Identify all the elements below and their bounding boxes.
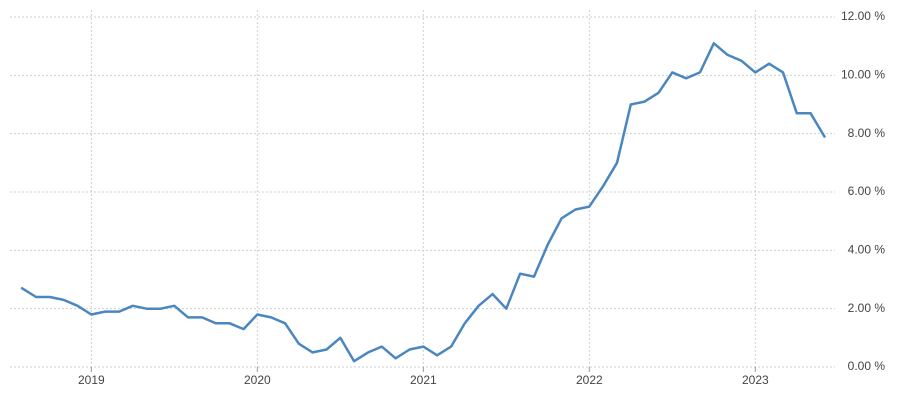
x-tick-label: 2020 bbox=[244, 373, 271, 387]
y-tick-label: 8.00 % bbox=[848, 126, 886, 140]
y-tick-label: 10.00 % bbox=[841, 68, 885, 82]
x-tick-label: 2019 bbox=[78, 373, 105, 387]
y-tick-label: 6.00 % bbox=[848, 184, 886, 198]
x-tick-label: 2023 bbox=[742, 373, 769, 387]
y-tick-label: 12.00 % bbox=[841, 9, 885, 23]
y-tick-label: 0.00 % bbox=[848, 359, 886, 373]
x-tick-label: 2022 bbox=[576, 373, 603, 387]
x-tick-label: 2021 bbox=[410, 373, 437, 387]
y-tick-label: 4.00 % bbox=[848, 243, 886, 257]
data-line bbox=[20, 42, 826, 363]
y-tick-label: 2.00 % bbox=[848, 301, 886, 315]
